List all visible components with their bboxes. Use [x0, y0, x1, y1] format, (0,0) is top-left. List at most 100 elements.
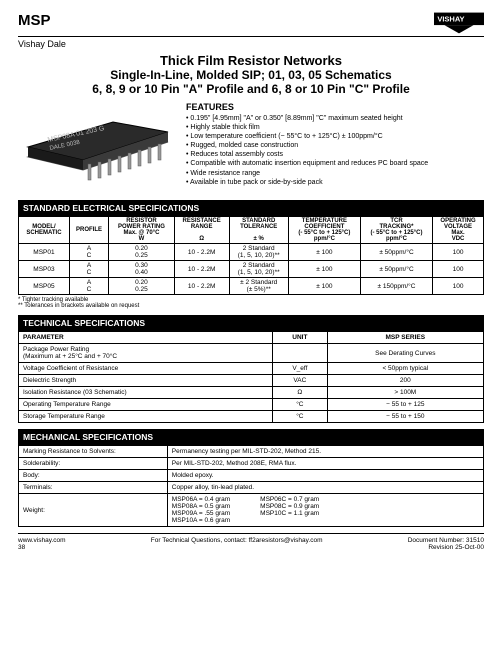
footer-page: 38 — [18, 544, 66, 551]
th: TCRTRACKING*(- 55°C to + 125°C)ppm/°C — [360, 217, 432, 244]
mech-table: Marking Resistance to Solvents:Permanenc… — [18, 445, 484, 527]
td: Marking Resistance to Solvents: — [19, 446, 168, 458]
td: AC — [69, 261, 108, 278]
td: 2 Standard(1, 5, 10, 20)** — [229, 261, 288, 278]
th: UNIT — [273, 332, 328, 344]
td: Voltage Coefficient of Resistance — [19, 363, 273, 375]
feature-item: 0.195" [4.95mm] "A" or 0.350" [8.89mm] "… — [186, 114, 484, 123]
vishay-logo: VISHAY — [434, 12, 484, 34]
td: 200 — [327, 375, 483, 387]
svg-text:VISHAY: VISHAY — [437, 15, 464, 24]
td: ± 50ppm/°C — [360, 261, 432, 278]
th: RESISTANCERANGEΩ — [174, 217, 229, 244]
td: Operating Temperature Range — [19, 399, 273, 411]
weight-cell: MSP08C = 0.9 gram — [260, 503, 319, 510]
mech-heading: MECHANICAL SPECIFICATIONS — [18, 429, 484, 445]
td: 10 - 2.2M — [174, 278, 229, 295]
title-block: Thick Film Resistor Networks Single-In-L… — [18, 53, 484, 96]
td: > 100M — [327, 387, 483, 399]
th: PROFILE — [69, 217, 108, 244]
td — [273, 344, 328, 363]
footer-url: www.vishay.com — [18, 537, 66, 544]
td: Terminals: — [19, 482, 168, 494]
table-row: Weight: MSP06A = 0.4 gram MSP08A = 0.5 g… — [19, 494, 484, 527]
features-heading: FEATURES — [186, 102, 484, 112]
table-row: Dielectric StrengthVAC200 — [19, 375, 484, 387]
weight-cell: MSP09A = .55 gram — [172, 510, 230, 517]
td: Copper alloy, tin-lead plated. — [167, 482, 483, 494]
table-row: MSP03 AC 0.300.40 10 - 2.2M 2 Standard(1… — [19, 261, 484, 278]
td: Per MIL-STD-202, Method 208E, RMA flux. — [167, 458, 483, 470]
table-row: Operating Temperature Range°C− 55 to + 1… — [19, 399, 484, 411]
td: °C — [273, 411, 328, 423]
td: Weight: — [19, 494, 168, 527]
table-row: Terminals:Copper alloy, tin-lead plated. — [19, 482, 484, 494]
footer: www.vishay.com 38 For Technical Question… — [18, 533, 484, 551]
td: 100 — [433, 261, 484, 278]
table-row: Storage Temperature Range°C− 55 to + 150 — [19, 411, 484, 423]
th: RESISTORPOWER RATINGMax. @ 70°CW — [109, 217, 175, 244]
td: 10 - 2.2M — [174, 261, 229, 278]
td: Solderability: — [19, 458, 168, 470]
td: VAC — [273, 375, 328, 387]
table-row: Solderability:Per MIL-STD-202, Method 20… — [19, 458, 484, 470]
td: Isolation Resistance (03 Schematic) — [19, 387, 273, 399]
feature-item: Highly stable thick film — [186, 123, 484, 132]
td: Dielectric Strength — [19, 375, 273, 387]
td: Molded epoxy. — [167, 470, 483, 482]
footer-contact: For Technical Questions, contact: ff2are… — [151, 537, 323, 551]
td: − 55 to + 150 — [327, 411, 483, 423]
table-row: Marking Resistance to Solvents:Permanenc… — [19, 446, 484, 458]
table-row: MSP05 AC 0.200.25 10 - 2.2M ± 2 Standard… — [19, 278, 484, 295]
td: 10 - 2.2M — [174, 244, 229, 261]
th: MODEL/SCHEMATIC — [19, 217, 70, 244]
td: MSP06A = 0.4 gram MSP08A = 0.5 gram MSP0… — [167, 494, 483, 527]
td: < 50ppm typical — [327, 363, 483, 375]
elec-heading: STANDARD ELECTRICAL SPECIFICATIONS — [18, 200, 484, 216]
th: TEMPERATURECOEFFICIENT(- 55°C to + 125°C… — [288, 217, 360, 244]
td: MSP03 — [19, 261, 70, 278]
title-main: Thick Film Resistor Networks — [18, 53, 484, 68]
feature-item: Rugged, molded case construction — [186, 141, 484, 150]
elec-table: MODEL/SCHEMATIC PROFILE RESISTORPOWER RA… — [18, 216, 484, 295]
table-row: Voltage Coefficient of ResistanceV_eff< … — [19, 363, 484, 375]
table-row: Body:Molded epoxy. — [19, 470, 484, 482]
td: 0.200.25 — [109, 278, 175, 295]
tech-heading: TECHNICAL SPECIFICATIONS — [18, 315, 484, 331]
table-row: MSP01 AC 0.200.25 10 - 2.2M 2 Standard(1… — [19, 244, 484, 261]
th: STANDARDTOLERANCE± % — [229, 217, 288, 244]
td: °C — [273, 399, 328, 411]
th: OPERATINGVOLTAGEMax.VDC — [433, 217, 484, 244]
weight-cell: MSP06C = 0.7 gram — [260, 496, 319, 503]
doc-code: MSP — [18, 12, 51, 29]
td: − 55 to + 125 — [327, 399, 483, 411]
td: See Derating Curves — [327, 344, 483, 363]
td: Storage Temperature Range — [19, 411, 273, 423]
th: MSP SERIES — [327, 332, 483, 344]
td: V_eff — [273, 363, 328, 375]
td: ± 100 — [288, 261, 360, 278]
td: ± 100 — [288, 244, 360, 261]
tech-table: PARAMETER UNIT MSP SERIES Package Power … — [18, 331, 484, 423]
footer-doc: Document Number: 31510 — [408, 537, 484, 544]
td: Package Power Rating(Maximum at + 25°C a… — [19, 344, 273, 363]
weight-cell: MSP08A = 0.5 gram — [172, 503, 230, 510]
td: 2 Standard(1, 5, 10, 20)** — [229, 244, 288, 261]
title-sub2: 6, 8, 9 or 10 Pin "A" Profile and 6, 8 o… — [18, 82, 484, 96]
component-image: MSP08A 01 203 G DALE 0038 — [18, 102, 178, 192]
td: MSP01 — [19, 244, 70, 261]
weight-cell: MSP06A = 0.4 gram — [172, 496, 230, 503]
elec-note2: ** Tolerances in brackets available on r… — [18, 303, 484, 309]
feature-item: Wide resistance range — [186, 169, 484, 178]
footer-rev: Revision 25-Oct-00 — [408, 544, 484, 551]
table-row: Isolation Resistance (03 Schematic)Ω> 10… — [19, 387, 484, 399]
td: MSP05 — [19, 278, 70, 295]
td: 0.300.40 — [109, 261, 175, 278]
feature-item: Low temperature coefficient (− 55°C to +… — [186, 132, 484, 141]
feature-item: Reduces total assembly costs — [186, 150, 484, 159]
td: ± 50ppm/°C — [360, 244, 432, 261]
th: PARAMETER — [19, 332, 273, 344]
feature-item: Compatible with automatic insertion equi… — [186, 159, 484, 168]
td: AC — [69, 244, 108, 261]
brand: Vishay Dale — [18, 39, 484, 49]
